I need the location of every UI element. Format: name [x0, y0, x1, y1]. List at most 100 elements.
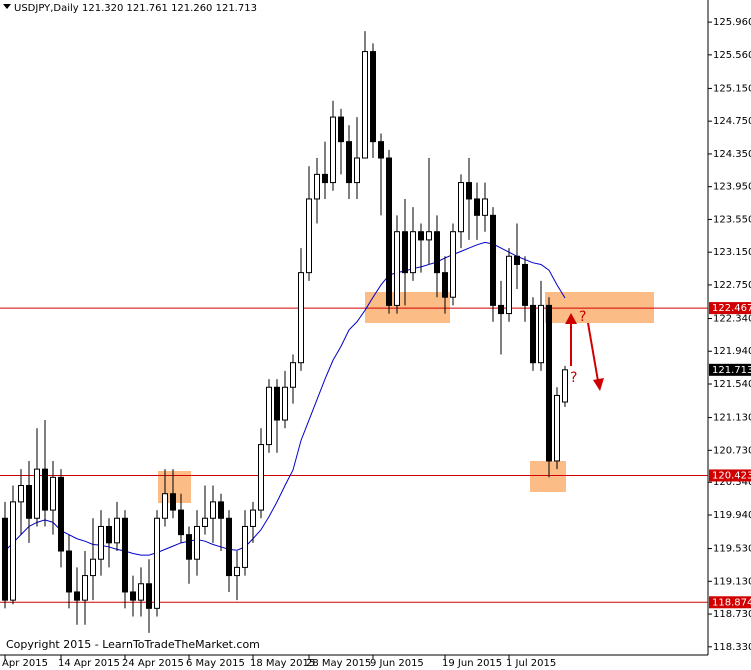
menu-icon[interactable] [3, 4, 11, 9]
candle-body [2, 517, 8, 601]
zone [365, 292, 450, 323]
y-tick-label: 123.950 [713, 182, 751, 193]
y-tick-label: 123.150 [713, 247, 751, 258]
candle-body [458, 182, 464, 233]
candle-body [290, 362, 296, 388]
candle-body [282, 386, 288, 421]
level-label-bg [709, 469, 751, 482]
candle-body [418, 231, 424, 241]
x-tick-label: 19 Jun 2015 [442, 658, 502, 669]
y-tick-label: 121.940 [713, 346, 751, 357]
candle-body [194, 525, 200, 560]
candle-body [266, 386, 272, 446]
candle-body [298, 272, 304, 364]
annotation: ? [570, 370, 577, 386]
candle-body [538, 304, 544, 364]
x-tick-label: 24 Apr 2015 [122, 658, 184, 669]
zone [530, 461, 566, 492]
x-tick-label: Apr 2015 [2, 658, 48, 669]
candle-body [562, 369, 568, 403]
arrow-head [565, 313, 577, 324]
candle-body [98, 525, 104, 560]
last-price-label: 121.713 [712, 365, 751, 376]
candle-body [522, 263, 528, 306]
candle-body [482, 198, 488, 216]
candle-body [122, 517, 128, 593]
candle-body [530, 304, 536, 364]
level-label-bg [709, 596, 751, 609]
candle-body [138, 583, 144, 601]
candle-body [234, 566, 240, 577]
candle-body [210, 501, 216, 519]
y-tick-label: 119.530 [713, 544, 751, 555]
y-tick-label: 118.730 [713, 609, 751, 620]
y-tick-label: 124.750 [713, 116, 751, 127]
candle-body [354, 157, 360, 184]
level-label: 120.423 [712, 470, 751, 481]
y-tick-label: 125.960 [713, 17, 751, 28]
candle-body [466, 182, 472, 200]
candle-body [82, 575, 88, 601]
candle-body [146, 583, 152, 609]
x-tick-label: 6 May 2015 [186, 658, 245, 669]
candle-body [250, 509, 256, 527]
y-tick-label: 125.150 [713, 83, 751, 94]
y-tick-label: 120.340 [713, 477, 751, 488]
x-tick-label: 9 Jun 2015 [370, 658, 424, 669]
candle-body [362, 51, 368, 159]
candle-body [10, 501, 16, 601]
candle-body [202, 517, 208, 527]
candle-body [434, 231, 440, 274]
candle-body [242, 525, 248, 568]
y-tick-label: 120.730 [713, 445, 751, 456]
candle-body [26, 485, 32, 519]
candle-body [442, 272, 448, 298]
candle-body [34, 468, 40, 519]
candle-body [218, 501, 224, 519]
candle-body [258, 444, 264, 511]
candle-body [386, 157, 392, 306]
chart-title: USDJPY,Daily [14, 3, 79, 14]
candle-body [378, 141, 384, 159]
y-tick-label: 123.550 [713, 214, 751, 225]
candle-body [274, 386, 280, 421]
candle-body [554, 394, 560, 462]
candle-body [474, 198, 480, 216]
chart-subtitle: 121.320 121.761 121.260 121.713 [82, 3, 257, 14]
level-label-bg [709, 302, 751, 315]
candle-body [186, 534, 192, 560]
candle-body [346, 141, 352, 184]
candle-body [498, 304, 504, 315]
candle-body [450, 231, 456, 298]
candle-body [410, 231, 416, 274]
y-tick-label: 119.130 [713, 576, 751, 587]
candle-body [322, 173, 328, 184]
candle-body [90, 558, 96, 577]
y-tick-label: 122.340 [713, 313, 751, 324]
zone [545, 292, 654, 323]
y-tick-label: 122.750 [713, 280, 751, 291]
candle-body [114, 517, 120, 544]
level-label: 118.874 [712, 597, 751, 608]
x-tick-label: 14 Apr 2015 [58, 658, 120, 669]
candle-body [50, 476, 56, 511]
candle-body [546, 304, 552, 462]
candle-body [74, 591, 80, 601]
candle-body [226, 517, 232, 577]
candle-body [514, 255, 520, 265]
candle-body [42, 468, 48, 511]
zones [158, 292, 654, 503]
candle-body [426, 231, 432, 241]
candle-body [394, 231, 400, 306]
candle-body [338, 116, 344, 143]
arrow-down [587, 322, 599, 382]
annotation: ? [579, 309, 586, 325]
y-tick-label: 121.540 [713, 379, 751, 390]
candle-body [178, 509, 184, 536]
candle-body [306, 198, 312, 274]
x-tick-label: 18 May 2015 [250, 658, 315, 669]
x-tick-label: 28 May 2015 [306, 658, 371, 669]
y-tick-label: 118.330 [713, 642, 751, 653]
footer: Copyright 2015 - LearnToTradeTheMarket.c… [6, 638, 260, 651]
